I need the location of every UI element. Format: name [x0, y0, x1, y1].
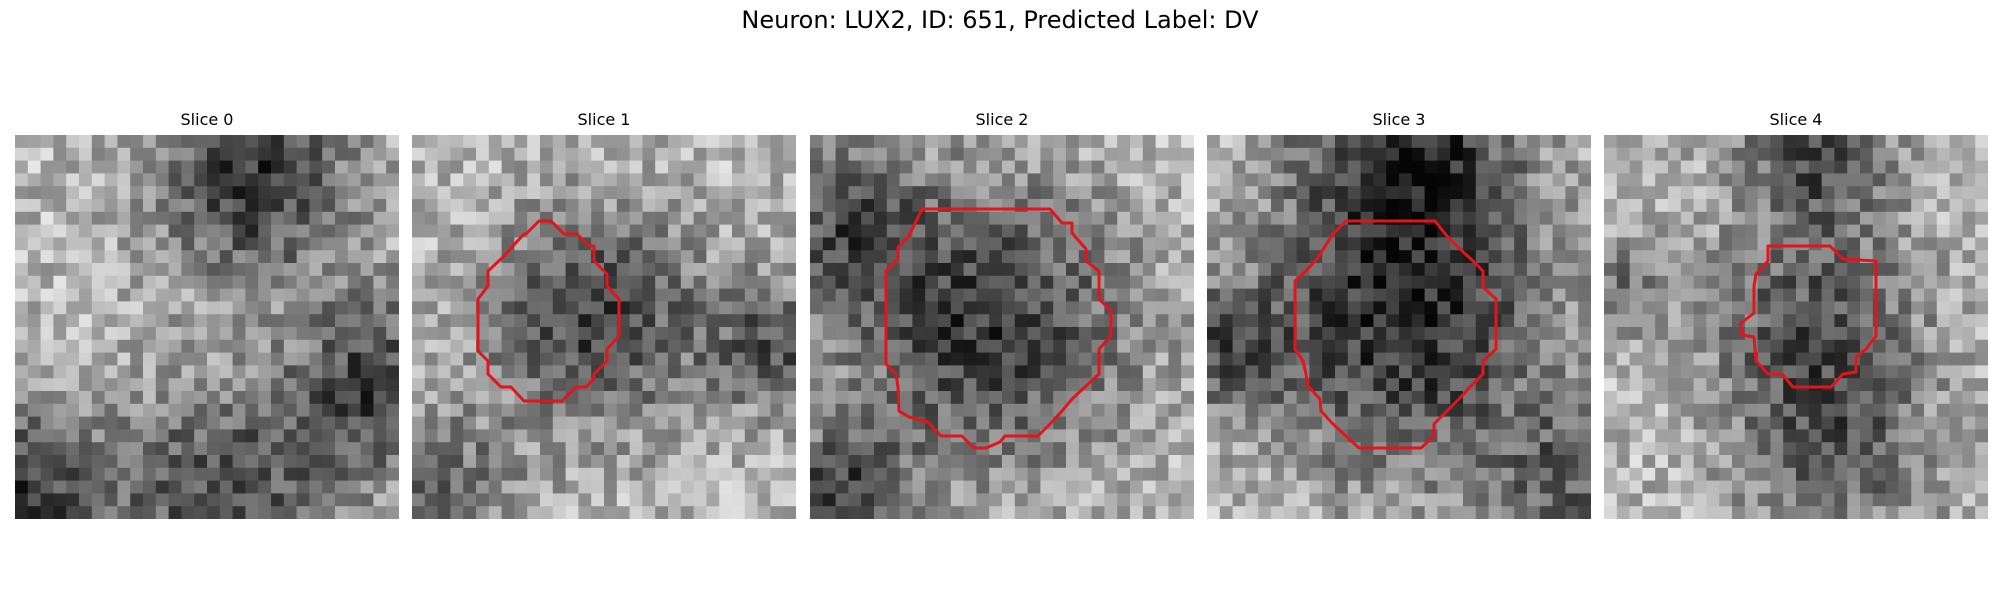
- microscopy-image: [15, 135, 399, 519]
- figure-title: Neuron: LUX2, ID: 651, Predicted Label: …: [741, 6, 1259, 34]
- slice-title: Slice 0: [180, 110, 234, 129]
- microscopy-image: [1604, 135, 1988, 519]
- slice-title: Slice 2: [975, 110, 1029, 129]
- roi-contour: [476, 219, 621, 403]
- microscopy-image: [412, 135, 796, 519]
- slice-panel-3: Slice 3: [1207, 110, 1591, 519]
- slice-panel-4: Slice 4: [1604, 110, 1988, 519]
- slice-title: Slice 1: [577, 110, 631, 129]
- roi-contour: [884, 207, 1113, 450]
- microscopy-image: [1207, 135, 1591, 519]
- slice-title: Slice 4: [1769, 110, 1823, 129]
- slice-title: Slice 3: [1372, 110, 1426, 129]
- roi-contour: [1293, 219, 1498, 450]
- slice-panel-0: Slice 0: [15, 110, 399, 519]
- roi-contour: [1738, 244, 1878, 389]
- slice-panel-2: Slice 2: [810, 110, 1194, 519]
- microscopy-image: [810, 135, 1194, 519]
- slice-panel-1: Slice 1: [412, 110, 796, 519]
